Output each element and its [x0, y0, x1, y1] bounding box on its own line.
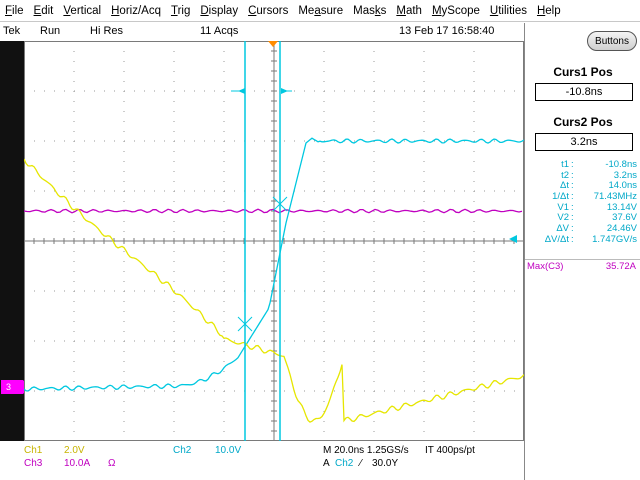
trigger-level-arrow-icon: [509, 235, 517, 243]
menu-item-4[interactable]: Trig: [170, 4, 191, 17]
run-state: Run: [40, 25, 61, 37]
ch1-label[interactable]: Ch1: [24, 445, 43, 456]
channel-settings-bar: Ch1 2.0V Ch3 10.0A Ω Ch2 10.0V M 20.0ns …: [0, 441, 524, 480]
cursor-readouts: t1: -10.8ns t2:3.2ns Δt:14.0ns 1/Δt:71.43MHz…: [525, 159, 640, 245]
trigger-mode: A: [323, 458, 330, 469]
buttons-button[interactable]: Buttons: [587, 31, 637, 51]
timebase-readout: M 20.0ns 1.25GS/s: [323, 445, 409, 456]
trigger-source: Ch2: [335, 458, 354, 469]
menu-bar: File Edit Vertical Horiz/Acq Trig Display Curs…: [0, 0, 640, 22]
ch3-waveform: [24, 208, 523, 214]
ch3-unit: Ω: [108, 458, 116, 469]
ch2-label[interactable]: Ch2: [173, 445, 192, 456]
trigger-position-marker: [268, 41, 278, 47]
ch1-scale: 2.0V: [64, 445, 85, 456]
trigger-slope-icon: ⁄: [360, 458, 362, 469]
cursor-crosshair: [237, 316, 253, 332]
max-value: 35.72A: [605, 261, 636, 272]
trigger-level: 30.0Y: [372, 458, 399, 469]
menu-item-8[interactable]: Masks: [353, 4, 387, 17]
curs2-title: Curs2 Pos: [553, 115, 613, 129]
ch3-scale: 10.0A: [64, 458, 91, 469]
ch3-ground-marker[interactable]: 3: [1, 380, 30, 394]
readout-row: V2:37.6V: [557, 212, 637, 224]
menu-item-1[interactable]: Edit: [33, 4, 54, 17]
menu-item-0[interactable]: File: [5, 4, 24, 17]
menu-item-5[interactable]: Display: [200, 4, 239, 17]
ch2-scale: 10.0V: [215, 445, 242, 456]
menu-item-10[interactable]: MyScope: [431, 4, 480, 17]
readout-row: 1/Δt:71.43MHz: [552, 191, 637, 203]
menu-item-3[interactable]: Horiz/Acq: [111, 4, 161, 17]
acq-count: 11 Acqs: [200, 25, 239, 37]
graticule: [24, 41, 524, 441]
readout-row: ΔV:24.46V: [556, 223, 637, 235]
ch1-waveform: [24, 158, 524, 423]
curs1-title: Curs1 Pos: [553, 65, 613, 79]
readout-row: t2:3.2ns: [561, 169, 637, 181]
channel-marker-strip: 3: [0, 41, 30, 441]
max-label: Max(C3): [527, 261, 564, 272]
cursor-panel: Buttons Curs1 Pos -10.8ns Curs2 Pos 3.2n…: [524, 23, 640, 480]
ch3-label[interactable]: Ch3: [24, 458, 43, 469]
menu-item-9[interactable]: Math: [396, 4, 422, 17]
menu-item-12[interactable]: Help: [536, 4, 561, 17]
status-bar: Tek Run Hi Res 11 Acqs 13 Feb 17 16:58:4…: [0, 23, 524, 41]
cursor-crosshair: [272, 196, 288, 212]
sample-interval: IT 400ps/pt: [425, 445, 475, 456]
menu-item-11[interactable]: Utilities: [489, 4, 527, 17]
readout-row: V1:13.14V: [557, 201, 637, 213]
readout-row: t1: -10.8ns: [561, 159, 637, 170]
acq-mode: Hi Res: [90, 25, 124, 37]
menu-item-6[interactable]: Cursors: [248, 4, 289, 17]
menu-item-7[interactable]: Measure: [298, 4, 344, 17]
max-measurement: Max(C3) 35.72A: [525, 259, 640, 272]
date-time: 13 Feb 17 16:58:40: [399, 25, 495, 37]
waveform-display[interactable]: [24, 41, 524, 441]
curs1-position-field[interactable]: -10.8ns: [535, 83, 633, 101]
curs2-position-field[interactable]: 3.2ns: [535, 133, 633, 151]
ch2-waveform: [24, 137, 524, 392]
readout-row: Δt:14.0ns: [560, 180, 637, 192]
readout-row: ΔV/Δt:1.747GV/s: [544, 233, 637, 245]
menu-item-2[interactable]: Vertical: [63, 4, 102, 17]
brand-label: Tek: [3, 25, 21, 37]
